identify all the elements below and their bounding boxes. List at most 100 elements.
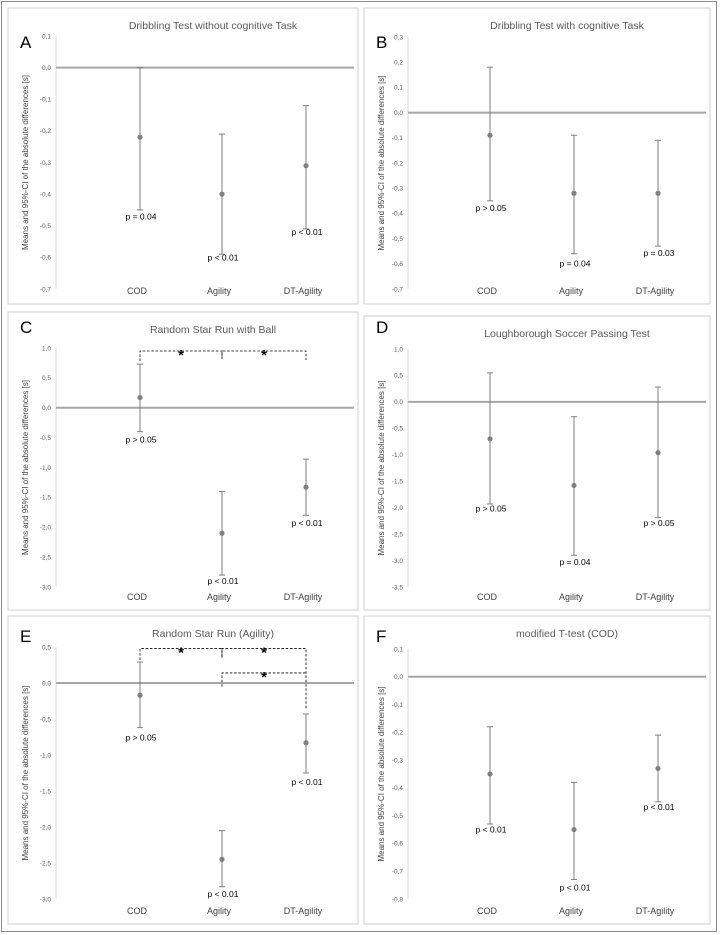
category-label: DT-Agility [284, 592, 323, 602]
significance-bracket [139, 648, 223, 660]
significance-bracket [221, 672, 306, 687]
significance-star: * [261, 669, 267, 686]
y-tick-label: -0,2 [40, 128, 52, 135]
y-tick-label: -1,0 [40, 465, 52, 472]
y-tick-label: -0,5 [392, 813, 404, 820]
chart-panel-e: E Random Star Run (Agility) 0,5 0,0 -0,5 -1,0… [7, 615, 359, 925]
panel-letter: D [376, 318, 388, 337]
y-tick-label: -0,6 [392, 841, 404, 848]
mean-point-dt-agility [303, 163, 309, 169]
y-tick-label: 0,1 [42, 33, 51, 40]
y-tick-label: 0,1 [394, 646, 403, 653]
significance-star: * [261, 347, 267, 364]
y-tick-label: -0,1 [40, 97, 52, 104]
y-tick-label: 0,5 [42, 644, 51, 651]
y-axis-label: Means and 95%-CI of the absolute differe… [21, 75, 30, 250]
p-value-label: p = 0.04 [560, 557, 591, 567]
y-tick-label: 0,0 [42, 405, 51, 412]
y-tick-label: 0,5 [42, 375, 51, 382]
p-value-label: p < 0.01 [292, 777, 323, 787]
y-tick-label: 0,0 [394, 399, 403, 406]
y-tick-label: -0,4 [392, 211, 404, 218]
p-value-label: p < 0.01 [208, 576, 239, 586]
y-tick-label: -2,0 [392, 505, 404, 512]
y-tick-label: -3,0 [392, 558, 404, 565]
significance-bracket [221, 350, 307, 360]
category-label: DT-Agility [284, 286, 323, 296]
p-value-label: p > 0.05 [644, 518, 675, 528]
category-label: DT-Agility [636, 592, 675, 602]
y-tick-label: -0,5 [392, 426, 404, 433]
p-value-label: p = 0.04 [560, 258, 591, 268]
y-tick-label: -0,8 [392, 896, 404, 903]
category-label: COD [127, 592, 148, 602]
chart-panel-a: A Dribbling Test without cognitive Task 0,… [7, 7, 359, 305]
mean-point-agility [571, 190, 577, 196]
category-label: Agility [559, 906, 584, 916]
y-axis-label: Means and 95%-CI of the absolute differe… [377, 380, 386, 555]
y-tick-label: -1,5 [40, 788, 52, 795]
chart-title: Dribbling Test with cognitive Task [490, 20, 644, 32]
category-label: Agility [207, 906, 232, 916]
p-value-label: p < 0.01 [208, 253, 239, 263]
y-tick-label: -0,6 [40, 255, 52, 262]
panel-border [7, 7, 359, 305]
category-label: COD [127, 286, 148, 296]
panel-letter: F [376, 627, 386, 646]
y-tick-label: -0,6 [392, 261, 404, 268]
y-tick-label: -0,2 [392, 160, 404, 167]
y-tick-label: -0,1 [392, 702, 404, 709]
category-label: COD [127, 906, 148, 916]
p-value-label: p < 0.01 [292, 227, 323, 237]
chart-panel-c: C Random Star Run with Ball 1,0 0,5 0,0 -0,5 -… [7, 311, 359, 611]
mean-point-dt-agility [303, 740, 309, 746]
category-label: Agility [207, 286, 232, 296]
panel-letter: C [20, 318, 32, 337]
mean-point-cod [137, 692, 143, 698]
y-tick-label: -0,7 [392, 869, 404, 876]
mean-point-cod [487, 771, 493, 777]
y-tick-label: -0,5 [40, 435, 52, 442]
p-value-label: p < 0.01 [476, 824, 507, 834]
y-tick-label: -0,7 [40, 286, 52, 293]
category-label: COD [477, 592, 498, 602]
p-value-label: p = 0.03 [644, 248, 675, 258]
y-tick-label: 0,2 [394, 60, 403, 67]
y-axis-label: Means and 95%-CI of the absolute differe… [21, 380, 30, 555]
panel-border [363, 7, 711, 305]
y-tick-label: -0,3 [40, 160, 52, 167]
p-value-label: p > 0.05 [126, 434, 157, 444]
mean-point-cod [137, 134, 143, 140]
y-tick-label: -2,5 [40, 860, 52, 867]
panel-border [363, 615, 711, 925]
p-value-label: p < 0.01 [560, 883, 591, 893]
y-tick-label: 0,0 [394, 110, 403, 117]
category-label: Agility [559, 286, 584, 296]
chart-panel-b: B Dribbling Test with cognitive Task 0,3 0,… [363, 7, 711, 305]
mean-point-dt-agility [655, 450, 661, 456]
category-label: DT-Agility [284, 906, 323, 916]
y-tick-label: -3,0 [40, 896, 52, 903]
mean-point-agility [571, 482, 577, 489]
y-tick-label: -0,7 [392, 286, 404, 293]
y-tick-label: 0,5 [394, 373, 403, 380]
panel-border [7, 311, 359, 611]
chart-title: Random Star Run with Ball [150, 324, 276, 336]
y-tick-label: -1,0 [40, 752, 52, 759]
y-tick-label: -0,5 [40, 716, 52, 723]
mean-point-agility [219, 856, 225, 863]
significance-star: * [261, 644, 267, 661]
y-tick-label: -3,5 [392, 584, 404, 591]
significance-star: * [178, 644, 184, 661]
chart-title: Dribbling Test without cognitive Task [129, 20, 298, 32]
p-value-label: p > 0.05 [476, 203, 507, 213]
significance-star: * [178, 347, 184, 364]
mean-point-dt-agility [655, 765, 661, 772]
category-label: DT-Agility [636, 286, 675, 296]
mean-point-agility [219, 191, 225, 197]
y-tick-label: -3,0 [40, 584, 52, 591]
significance-bracket [139, 350, 223, 362]
